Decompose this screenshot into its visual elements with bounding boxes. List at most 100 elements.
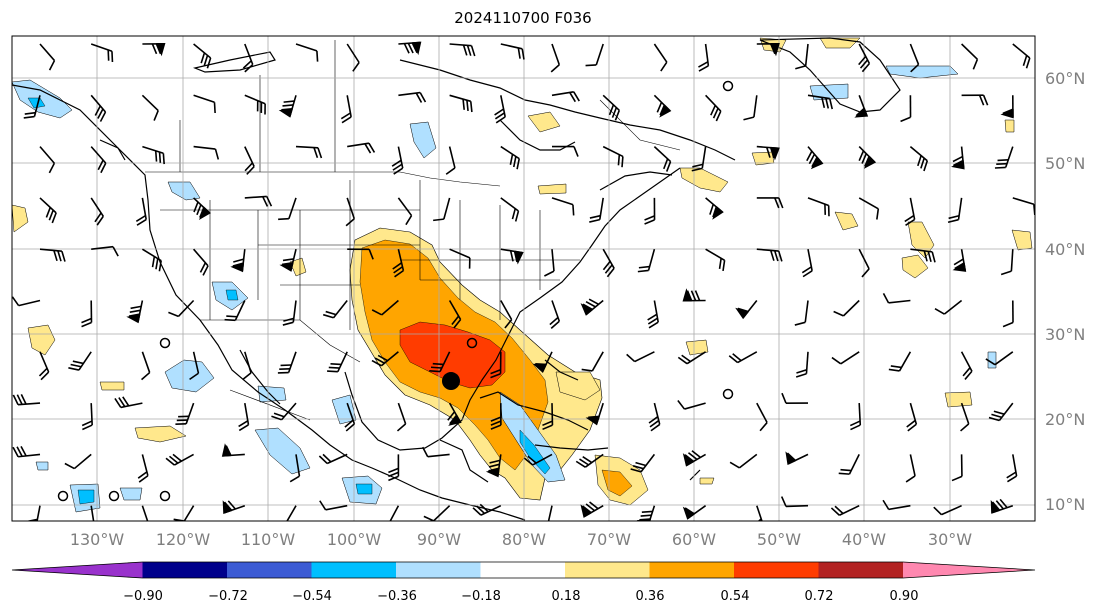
- wind-barb: [289, 454, 301, 483]
- wind-barb: [960, 351, 973, 380]
- wind-barb: [653, 146, 672, 172]
- colorbar-tick-label: 0.90: [890, 589, 919, 604]
- wind-barb: [340, 95, 352, 124]
- wind-barb: [81, 403, 93, 431]
- wind-barb: [1002, 300, 1014, 328]
- wind-barb: [449, 94, 473, 113]
- wind-barb: [388, 454, 400, 482]
- wind-barb: [244, 146, 255, 175]
- lon-label-40w: 40°W: [842, 530, 886, 549]
- wind-barb: [12, 445, 41, 458]
- colorbar-segment: [311, 562, 396, 578]
- wind-barb: [960, 402, 970, 432]
- wind-barb: [831, 351, 860, 365]
- page-title: 2024110700 F036: [454, 9, 592, 27]
- wind-barb: [397, 197, 413, 226]
- wind-barb: [909, 145, 929, 172]
- wind-barb: [994, 146, 1014, 169]
- wind-barb: [449, 248, 471, 269]
- colorbar-segment: [12, 562, 143, 578]
- map-frame: [11, 35, 1036, 522]
- latitude-labels: 10°N 20°N 30°N 40°N 50°N 60°N: [1045, 69, 1085, 514]
- longitude-labels: 130°W 120°W 110°W 100°W 90°W 80°W 70°W 6…: [70, 530, 972, 549]
- wind-barb: [141, 248, 162, 272]
- wind-barb: [909, 43, 920, 73]
- wind-barb: [752, 505, 765, 521]
- wind-barb: [985, 351, 1014, 366]
- lon-label-90w: 90°W: [417, 530, 461, 549]
- wind-barb: [472, 503, 502, 516]
- wind-barb: [952, 249, 967, 272]
- wind-barb: [449, 43, 476, 57]
- wind-barb: [546, 505, 553, 521]
- wind-barb: [838, 454, 860, 475]
- wind-barb: [38, 351, 50, 381]
- wind-barb: [882, 499, 911, 511]
- wind-barb: [244, 195, 273, 207]
- wind-barb: [795, 43, 809, 70]
- colorbar-segment: [480, 562, 565, 578]
- wind-barb: [318, 453, 348, 465]
- wind-barb: [756, 43, 780, 57]
- wind-barb: [279, 249, 297, 272]
- wind-barb: [168, 299, 195, 318]
- wind-barb: [647, 300, 659, 329]
- colorbar-tick-labels: −0.90 −0.72 −0.54 −0.36 −0.18 0.18 0.36 …: [123, 589, 918, 604]
- wind-barb: [637, 248, 656, 273]
- wind-barb: [238, 402, 250, 432]
- colorbar-segment: [649, 562, 734, 578]
- wind-barb: [905, 454, 916, 483]
- wind-barb: [12, 394, 41, 406]
- wind-barb: [961, 94, 989, 106]
- colorbar-outline: [11, 561, 1036, 579]
- wind-barb: [677, 351, 707, 365]
- wind-barb: [445, 146, 456, 175]
- colorbar-tick-label: −0.36: [377, 589, 417, 604]
- wind-barb: [39, 146, 56, 174]
- wind-barb: [141, 351, 151, 381]
- wind-barb: [858, 43, 871, 73]
- wind-barb: [429, 351, 451, 373]
- colorbar-segment: [818, 562, 903, 578]
- colorbar-tick-label: 0.18: [552, 589, 581, 604]
- wind-barb: [589, 197, 604, 223]
- wind-barb: [277, 351, 297, 374]
- wind-barb: [849, 403, 862, 431]
- wind-barb: [137, 454, 149, 483]
- wind-barb: [626, 351, 655, 363]
- colorbar-segment: [903, 562, 1035, 578]
- lon-label-60w: 60°W: [672, 530, 716, 549]
- wind-barb: [230, 249, 246, 273]
- wind-barb: [500, 43, 525, 60]
- wind-barb: [319, 500, 348, 511]
- wind-barb: [433, 197, 451, 222]
- wind-barb: [447, 402, 462, 426]
- wind-barb: [189, 351, 200, 381]
- wind-barb: [142, 145, 165, 165]
- wind-barb: [648, 402, 661, 432]
- wind-barb: [858, 197, 880, 220]
- wind-barb: [448, 300, 462, 329]
- wind-barb: [990, 498, 1014, 514]
- wind-barb: [494, 95, 506, 124]
- wind-barb: [806, 146, 824, 170]
- wind-barb: [951, 454, 963, 482]
- lat-label-20n: 20°N: [1045, 410, 1085, 429]
- wind-barb: [705, 197, 724, 220]
- wind-barb: [141, 505, 151, 521]
- wind-barb: [371, 351, 399, 367]
- lon-label-120w: 120°W: [156, 530, 211, 549]
- wind-barb: [580, 501, 604, 518]
- wind-barb: [585, 43, 604, 67]
- wind-barb: [756, 145, 780, 161]
- colorbar-tick-label: −0.72: [208, 589, 248, 604]
- wind-barb: [271, 402, 297, 421]
- wind-barb: [490, 351, 502, 379]
- colorbar-segment: [734, 562, 819, 578]
- colorbar: −0.90 −0.72 −0.54 −0.36 −0.18 0.18 0.36 …: [11, 561, 1036, 604]
- wind-barb: [392, 249, 405, 278]
- wind-barb: [39, 248, 66, 262]
- lat-label-10n: 10°N: [1045, 495, 1085, 514]
- wind-barb: [278, 197, 297, 221]
- wind-barb: [23, 95, 41, 119]
